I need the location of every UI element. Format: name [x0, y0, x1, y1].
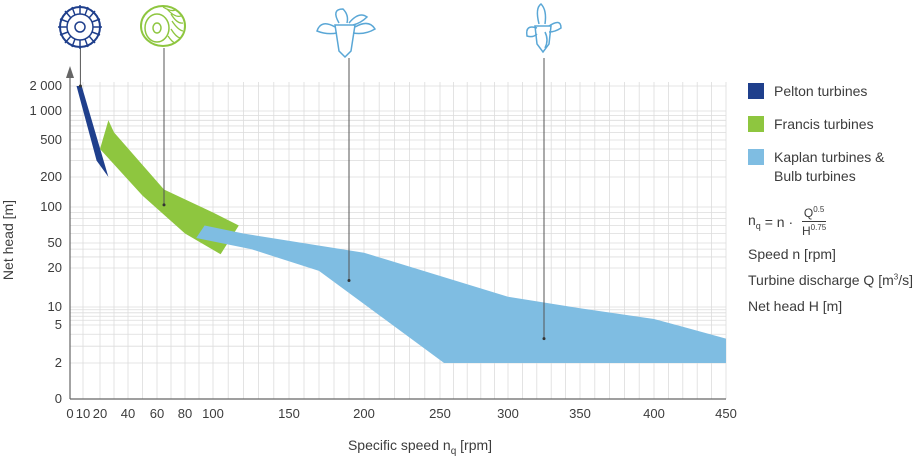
y-tick-label: 20: [48, 260, 62, 275]
specific-speed-formula: nq = n · Q0.5 H0.75: [748, 205, 913, 238]
x-tick-label: 10: [76, 406, 90, 421]
x-tick-label: 200: [353, 406, 375, 421]
y-tick-label: 200: [40, 169, 62, 184]
y-tick-label: 50: [48, 235, 62, 250]
x-tick-label: 80: [178, 406, 192, 421]
y-tick-label: 2: [55, 355, 62, 370]
x-tick-label: 60: [150, 406, 164, 421]
x-tick-label: 150: [278, 406, 300, 421]
x-tick-label: 400: [643, 406, 665, 421]
y-tick-label: 2 000: [29, 78, 62, 93]
x-tick-label: 0: [66, 406, 73, 421]
x-tick-label: 450: [715, 406, 737, 421]
legend-swatch-francis: [748, 116, 764, 132]
note-speed: Speed n [rpm]: [748, 246, 836, 262]
y-axis-arrow: [66, 66, 74, 78]
x-tick-label: 250: [429, 406, 451, 421]
x-tick-label: 300: [497, 406, 519, 421]
y-axis-title: Net head [m]: [0, 200, 16, 280]
y-tick-label: 0: [55, 391, 62, 406]
formula-eq: = n ·: [760, 213, 797, 230]
y-tick-label: 5: [55, 317, 62, 332]
axes: Specific speed nq [rpm] Net head [m]: [0, 66, 726, 457]
indicator-dot-pelton: [78, 84, 82, 88]
x-tick-label: 20: [93, 406, 107, 421]
legend-swatch-kaplan: [748, 149, 764, 165]
pelton-runner-icon: [58, 5, 102, 49]
x-tick-label: 40: [121, 406, 135, 421]
note-head: Net head H [m]: [748, 298, 843, 314]
formula-notes: nq = n · Q0.5 H0.75 Speed n [rpm] Turbin…: [748, 205, 913, 324]
indicator-dot-bulb: [542, 337, 546, 341]
area-francis: [100, 120, 239, 255]
area-pelton: [76, 86, 109, 177]
y-tick-label: 1 000: [29, 103, 62, 118]
y-tick-label: 500: [40, 132, 62, 147]
area-kaplan-bulb: [196, 225, 726, 363]
y-tick-label: 100: [40, 199, 62, 214]
bulb-runner-icon: [525, 3, 562, 54]
turbine-areas: [76, 86, 726, 363]
y-tick-label: 10: [48, 299, 62, 314]
x-tick-labels: 0 10 20 40 60 80 100 150 200 250 300 350 400 450: [66, 406, 736, 421]
legend-item-pelton: Pelton turbines: [748, 82, 885, 101]
y-tick-labels: 0 2 5 10 20 50 100 200 500 1 000 2 000: [29, 78, 62, 406]
legend-item-francis: Francis turbines: [748, 115, 885, 134]
legend-label-pelton: Pelton turbines: [774, 83, 868, 99]
kaplan-runner-icon: [316, 8, 377, 59]
indicator-dot-francis: [162, 203, 166, 207]
note-discharge: Turbine discharge Q [m3/s]: [748, 272, 913, 288]
legend-swatch-pelton: [748, 83, 764, 99]
legend-label-kaplan: Kaplan turbines & Bulb turbines: [774, 149, 885, 184]
x-axis-title: Specific speed nq [rpm]: [348, 437, 492, 457]
x-tick-label: 100: [202, 406, 224, 421]
legend-item-kaplan: Kaplan turbines & Bulb turbines: [748, 148, 885, 186]
legend-label-francis: Francis turbines: [774, 116, 874, 132]
legend: Pelton turbines Francis turbines Kaplan …: [748, 82, 885, 200]
formula-lhs: nq: [748, 212, 761, 231]
formula-fraction: Q0.5 H0.75: [801, 205, 827, 238]
francis-runner-icon: [140, 5, 186, 47]
indicator-dot-kaplan: [347, 279, 351, 283]
x-tick-label: 350: [569, 406, 591, 421]
indicator-lines: [78, 48, 546, 341]
